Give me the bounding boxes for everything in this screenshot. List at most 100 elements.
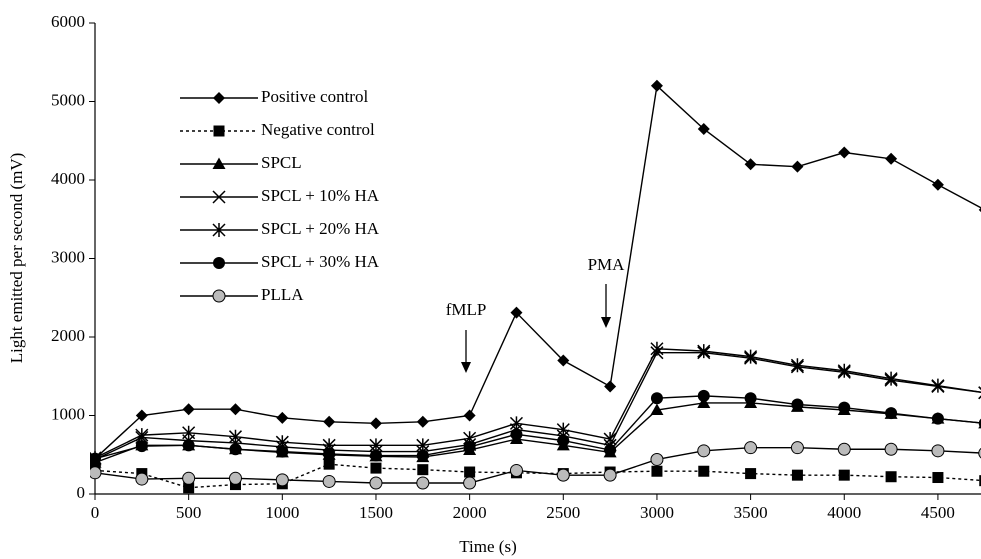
- x-tick-label: 4500: [921, 503, 955, 522]
- x-tick-label: 1500: [359, 503, 393, 522]
- marker: [228, 429, 243, 444]
- marker: [322, 474, 336, 488]
- x-tick-label: 0: [91, 503, 100, 522]
- marker: [323, 447, 336, 460]
- marker: [744, 349, 758, 364]
- legend-item: Negative control: [180, 120, 375, 139]
- marker: [135, 428, 149, 443]
- marker: [275, 473, 289, 487]
- legend-label: SPCL + 10% HA: [261, 186, 380, 205]
- marker: [509, 416, 523, 431]
- marker: [416, 449, 429, 462]
- legend-marker: [213, 125, 225, 137]
- annotation-arrowhead: [601, 317, 611, 328]
- marker: [510, 428, 523, 441]
- marker: [884, 371, 898, 386]
- x-tick-label: 1000: [265, 503, 299, 522]
- marker: [182, 439, 195, 452]
- marker: [463, 440, 476, 453]
- marker: [228, 471, 242, 485]
- marker: [369, 417, 382, 430]
- marker: [604, 444, 617, 457]
- series-line: [94, 446, 981, 484]
- marker: [885, 471, 897, 483]
- marker: [416, 476, 430, 490]
- marker: [603, 432, 617, 447]
- marker: [135, 440, 148, 453]
- legend-item: PLLA: [180, 285, 304, 304]
- marker: [885, 407, 898, 420]
- marker: [323, 415, 336, 428]
- marker: [932, 472, 944, 484]
- legend-marker: [212, 223, 226, 237]
- marker: [791, 469, 803, 481]
- y-tick-label: 1000: [51, 404, 85, 423]
- marker: [135, 409, 148, 422]
- marker: [650, 452, 664, 466]
- marker: [745, 468, 757, 480]
- legend-marker: [213, 92, 225, 104]
- marker: [791, 160, 804, 173]
- marker: [837, 442, 851, 456]
- marker: [697, 122, 710, 135]
- marker: [790, 441, 804, 455]
- y-tick-label: 4000: [51, 169, 85, 188]
- legend-label: SPCL + 30% HA: [261, 252, 380, 271]
- legend-label: SPCL + 20% HA: [261, 219, 380, 238]
- legend-label: PLLA: [261, 285, 304, 304]
- marker: [510, 306, 523, 319]
- marker: [697, 344, 711, 359]
- marker: [276, 445, 289, 458]
- marker: [650, 341, 664, 356]
- marker: [135, 472, 149, 486]
- marker: [838, 401, 851, 414]
- plot-area: [90, 79, 981, 494]
- marker: [557, 434, 570, 447]
- legend-label: Positive control: [261, 87, 368, 106]
- legend-marker: [212, 289, 226, 303]
- annotation-arrowhead: [461, 362, 471, 373]
- marker: [979, 475, 981, 487]
- legend-label: Negative control: [261, 120, 375, 139]
- marker: [931, 178, 944, 191]
- marker: [931, 444, 945, 458]
- legend-item: SPCL + 30% HA: [180, 252, 380, 271]
- marker: [463, 409, 476, 422]
- marker: [369, 449, 382, 462]
- annotation: fMLP: [446, 300, 487, 319]
- marker: [791, 398, 804, 411]
- marker: [509, 463, 523, 477]
- y-tick-label: 6000: [51, 12, 85, 31]
- legend-item: SPCL: [180, 153, 302, 172]
- x-axis-label: Time (s): [459, 537, 516, 556]
- marker: [838, 146, 851, 159]
- y-axis-label: Light emitted per second (mV): [7, 153, 26, 364]
- marker: [464, 466, 476, 478]
- marker: [885, 152, 898, 165]
- marker: [884, 442, 898, 456]
- marker: [978, 207, 981, 213]
- marker: [229, 403, 242, 416]
- x-tick-label: 2000: [453, 503, 487, 522]
- marker: [650, 79, 663, 92]
- legend-item: SPCL + 10% HA: [180, 186, 380, 205]
- legend-marker: [212, 190, 226, 204]
- marker: [697, 389, 710, 402]
- x-tick-label: 3000: [640, 503, 674, 522]
- y-tick-label: 2000: [51, 326, 85, 345]
- legend-item: SPCL + 20% HA: [180, 219, 380, 238]
- marker: [90, 452, 101, 465]
- marker: [650, 392, 663, 405]
- marker: [838, 469, 850, 481]
- marker: [90, 466, 102, 480]
- marker: [182, 471, 196, 485]
- marker: [931, 412, 944, 425]
- marker: [417, 464, 429, 476]
- marker: [931, 378, 945, 393]
- marker: [276, 411, 289, 424]
- series-line: [94, 352, 981, 461]
- legend-item: Positive control: [180, 87, 368, 106]
- y-tick-label: 5000: [51, 90, 85, 109]
- x-tick-label: 3500: [734, 503, 768, 522]
